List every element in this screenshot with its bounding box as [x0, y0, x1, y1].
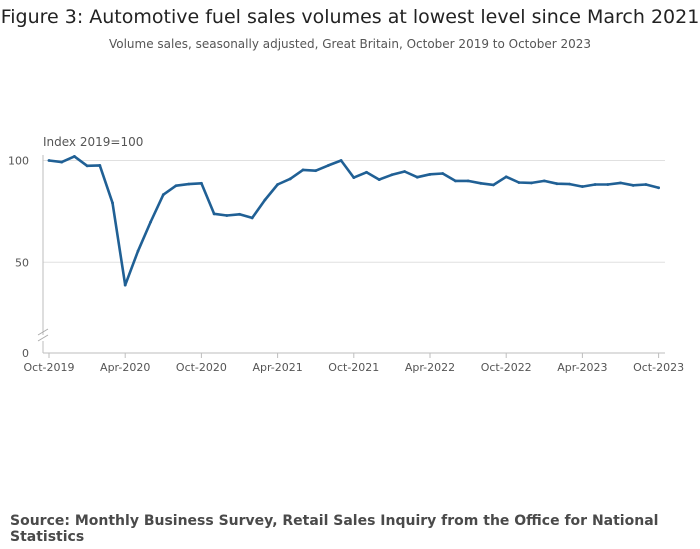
data-point[interactable] — [301, 168, 305, 172]
data-point[interactable] — [593, 183, 597, 186]
data-point[interactable] — [517, 181, 521, 184]
data-point[interactable] — [161, 193, 165, 197]
data-point[interactable] — [149, 220, 153, 224]
x-axis-ticks: Oct-2019 Apr-2020 Oct-2020 Apr-2021 Oct-2021… — [24, 353, 684, 374]
data-point[interactable] — [225, 214, 229, 217]
data-point[interactable] — [657, 186, 660, 190]
y-axis-ticks: 0 50 100 — [8, 155, 29, 361]
data-point[interactable] — [276, 183, 279, 186]
data-point[interactable] — [428, 172, 432, 176]
data-point[interactable] — [187, 182, 191, 186]
data-point[interactable] — [581, 185, 584, 188]
data-point[interactable] — [454, 179, 457, 183]
x-tick-label: Apr-2022 — [405, 361, 455, 374]
data-point[interactable] — [327, 163, 330, 167]
x-tick-label: Apr-2021 — [252, 361, 302, 374]
data-point[interactable] — [314, 169, 318, 173]
y-tick-label: 0 — [22, 347, 29, 360]
x-tick-label: Oct-2023 — [633, 361, 684, 374]
data-point[interactable] — [174, 184, 178, 188]
data-point[interactable] — [98, 163, 102, 167]
data-point[interactable] — [390, 173, 394, 177]
data-point[interactable] — [263, 198, 267, 202]
data-point[interactable] — [441, 172, 445, 175]
data-point[interactable] — [339, 159, 343, 162]
data-point[interactable] — [606, 183, 610, 186]
data-point[interactable] — [466, 179, 470, 183]
source-note: Source: Monthly Business Survey, Retail … — [10, 513, 659, 545]
data-point[interactable] — [403, 170, 406, 173]
data-point[interactable] — [619, 181, 622, 185]
chart-title: Figure 3: Automotive fuel sales volumes … — [0, 6, 700, 28]
data-point[interactable] — [352, 176, 356, 180]
x-tick-label: Apr-2023 — [557, 361, 607, 374]
data-point[interactable] — [479, 181, 483, 185]
data-point[interactable] — [85, 164, 89, 168]
y-axis-label: Index 2019=100 — [43, 135, 143, 149]
x-tick-label: Oct-2019 — [24, 361, 75, 374]
data-point[interactable] — [136, 249, 140, 253]
x-tick-label: Oct-2021 — [328, 361, 379, 374]
data-point[interactable] — [288, 177, 292, 181]
y-tick-label: 100 — [8, 155, 29, 168]
x-tick-label: Oct-2020 — [176, 361, 227, 374]
data-point[interactable] — [212, 212, 216, 216]
axis-break-icon — [37, 328, 49, 342]
data-point[interactable] — [377, 178, 381, 182]
y-tick-label: 50 — [15, 256, 29, 269]
data-point[interactable] — [530, 181, 533, 185]
data-point[interactable] — [568, 182, 572, 186]
data-point[interactable] — [631, 183, 635, 187]
data-point[interactable] — [47, 159, 51, 162]
data-point[interactable] — [200, 181, 203, 185]
x-tick-label: Oct-2022 — [481, 361, 532, 374]
data-point[interactable] — [111, 201, 114, 205]
chart-subtitle: Volume sales, seasonally adjusted, Great… — [108, 37, 592, 51]
data-point[interactable] — [644, 183, 648, 186]
data-point[interactable] — [250, 216, 254, 220]
gridlines — [43, 160, 665, 263]
data-point[interactable] — [492, 183, 495, 187]
data-point[interactable] — [123, 283, 127, 287]
data-point[interactable] — [365, 170, 368, 174]
data-point[interactable] — [542, 179, 546, 183]
data-point[interactable] — [238, 212, 241, 216]
series-line-0 — [47, 155, 660, 287]
data-point[interactable] — [60, 160, 64, 164]
data-point[interactable] — [415, 175, 419, 179]
series-group — [47, 155, 660, 287]
data-point[interactable] — [504, 175, 508, 179]
data-point[interactable] — [555, 182, 559, 186]
data-point[interactable] — [73, 155, 76, 158]
x-tick-label: Apr-2020 — [100, 361, 150, 374]
